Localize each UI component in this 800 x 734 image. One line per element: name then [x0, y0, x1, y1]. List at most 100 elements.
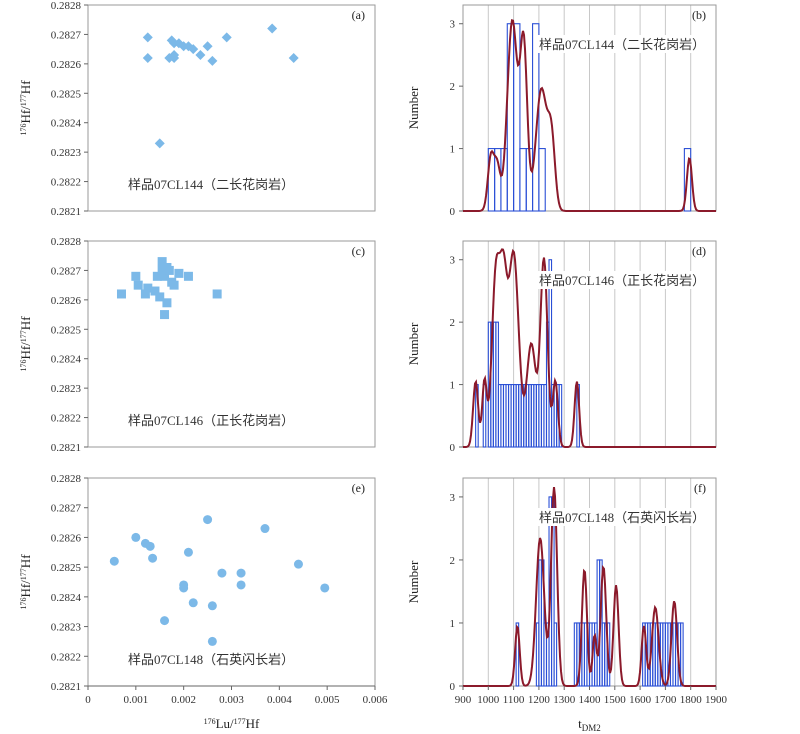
data-point	[152, 271, 162, 281]
x-tick-label: 900	[455, 694, 472, 706]
histogram-bar	[506, 23, 515, 212]
panel-label: (f)	[694, 481, 706, 495]
panel-label: (d)	[692, 244, 706, 258]
annotation-backdrop	[535, 271, 715, 289]
y-tick-label: 0.2827	[51, 265, 82, 277]
data-point	[154, 138, 165, 149]
data-point	[179, 580, 189, 590]
y-tick-label: 0.2826	[51, 59, 82, 71]
histogram-bar	[538, 148, 546, 212]
data-point	[260, 524, 270, 534]
y-tick-label: 3	[450, 255, 456, 267]
y-tick-label: 2	[450, 81, 456, 93]
data-point	[145, 541, 155, 551]
data-point	[143, 283, 153, 293]
x-tick-label: 0.002	[171, 694, 196, 706]
y-tick-label: 0.2821	[51, 206, 81, 218]
plot-frame	[87, 240, 376, 448]
data-point	[183, 547, 193, 557]
y-axis-title: Number	[406, 86, 421, 129]
y-tick-label: 0.2822	[51, 177, 81, 189]
y-tick-label: 0.2822	[51, 413, 81, 425]
y-tick-label: 0	[450, 681, 456, 693]
x-tick-label: 1300	[553, 694, 576, 706]
y-tick-label: 0.2828	[51, 236, 82, 248]
y-tick-label: 0.2821	[51, 681, 81, 693]
data-point	[131, 532, 141, 542]
data-point	[217, 568, 227, 578]
x-tick-label: 0	[85, 694, 91, 706]
data-point	[131, 271, 141, 281]
histogram-bar	[680, 622, 684, 687]
y-axis-title: 176Hf/177Hf	[18, 80, 33, 136]
data-point	[188, 598, 198, 608]
x-axis-title: 176Lu/177Hf	[204, 716, 260, 731]
y-axis-title: Number	[406, 560, 421, 603]
histogram-bar	[513, 23, 521, 212]
y-tick-label: 0.2823	[51, 383, 82, 395]
histogram-bar	[532, 23, 540, 212]
y-axis-title: 176Hf/177Hf	[18, 316, 33, 372]
y-tick-label: 0.2824	[51, 592, 82, 604]
data-point	[148, 553, 158, 563]
y-tick-label: 0.2825	[51, 324, 82, 336]
x-tick-label: 1000	[477, 694, 500, 706]
x-tick-label: 1800	[680, 694, 703, 706]
y-tick-label: 0.2826	[51, 295, 82, 307]
plot-frame	[87, 4, 376, 212]
y-tick-label: 3	[450, 492, 456, 504]
x-tick-label: 1500	[604, 694, 627, 706]
probability-curve	[463, 486, 716, 687]
y-tick-label: 3	[450, 19, 456, 31]
data-point	[207, 55, 218, 66]
y-tick-label: 0.2827	[51, 29, 82, 41]
y-tick-label: 0.2827	[51, 503, 82, 515]
y-tick-label: 0	[450, 206, 456, 218]
x-tick-label: 0.006	[363, 694, 388, 706]
probability-curve	[463, 248, 716, 448]
data-point	[221, 32, 232, 43]
panel-label: (e)	[352, 481, 365, 495]
data-point	[207, 636, 217, 646]
x-tick-label: 1400	[579, 694, 602, 706]
data-point	[160, 310, 170, 320]
sample-annotation: 样品07CL148（石英闪长岩）	[128, 652, 294, 667]
histogram-bar	[683, 148, 692, 212]
panel-b: 0 1 2 3 (b) 样品07CL144（二长花岗岩） Number	[406, 4, 717, 218]
y-axis-title: Number	[406, 322, 421, 365]
histogram-bar	[515, 622, 520, 687]
panel-c: 0.2828 0.2827 0.2826 0.2825 0.2824 0.2823 0.28…	[18, 236, 376, 454]
data-point	[174, 268, 184, 278]
data-point	[157, 257, 167, 267]
sample-annotation: 样品07CL146（正长花岗岩）	[539, 273, 705, 288]
panel-label: (a)	[352, 8, 365, 22]
data-point	[109, 556, 119, 566]
data-point	[236, 568, 246, 578]
sample-annotation: 样品07CL144（二长花岗岩）	[128, 177, 294, 192]
x-tick-label: 1900	[705, 694, 728, 706]
annotation-backdrop	[535, 35, 715, 53]
panel-e: 0.2828 0.2827 0.2826 0.2825 0.2824 0.2823 0.28…	[18, 473, 388, 731]
data-point	[207, 601, 217, 611]
panel-d: 0 1 2 3 (d) 样品07CL146（正长花岗岩） Number	[406, 240, 717, 454]
y-tick-label: 0.2824	[51, 354, 82, 366]
data-point	[267, 23, 278, 34]
data-point	[160, 271, 170, 281]
sample-annotation: 样品07CL144（二长花岗岩）	[539, 37, 705, 52]
y-tick-label: 0.2823	[51, 147, 82, 159]
data-point	[236, 580, 246, 590]
y-tick-label: 0.2828	[51, 473, 82, 485]
data-point	[203, 515, 213, 525]
y-axis-title: 176Hf/177Hf	[18, 554, 33, 610]
data-point	[195, 50, 206, 61]
x-tick-label: 0.001	[123, 694, 148, 706]
data-point	[157, 265, 167, 275]
x-tick-label: 1700	[654, 694, 677, 706]
sample-annotation: 样品07CL148（石英闪长岩）	[539, 510, 705, 525]
y-tick-label: 1	[450, 144, 456, 156]
data-point	[142, 32, 153, 43]
histogram-bar	[519, 148, 527, 212]
y-tick-label: 0.2826	[51, 532, 82, 544]
